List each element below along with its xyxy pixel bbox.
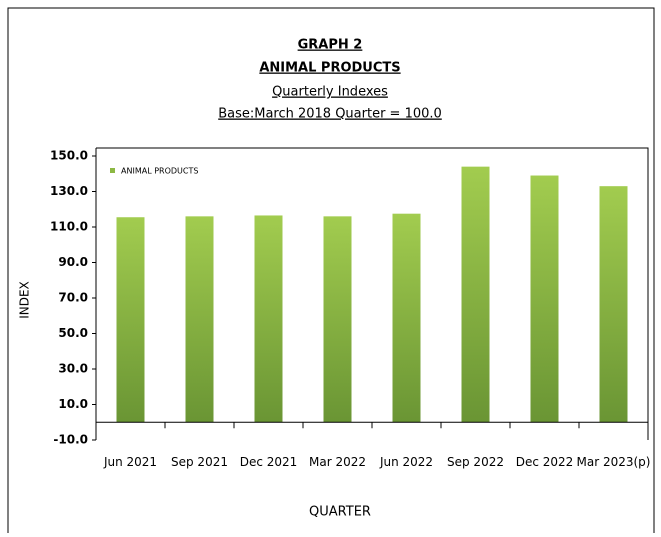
x-tick-label-box: Sep 2022 — [447, 455, 504, 469]
y-tick-label: 50.0 — [58, 326, 88, 340]
bar — [323, 216, 352, 423]
y-axis-label: INDEX — [18, 281, 32, 319]
x-tick-label: Mar 2022 — [309, 455, 366, 469]
plot-border — [96, 147, 649, 440]
chart-subtitle: Quarterly Indexes — [272, 85, 388, 100]
x-tick-label: Mar 2023(p) — [576, 455, 651, 469]
y-tick-label: 150.0 — [50, 149, 88, 163]
y-tick-label: 130.0 — [50, 184, 88, 198]
x-tick-label-box: Jun 2021 — [103, 455, 158, 469]
legend-label: ANIMAL PRODUCTS — [121, 167, 198, 176]
x-tick-label-box: Dec 2022 — [515, 455, 574, 469]
x-tick-label: Dec 2022 — [515, 455, 574, 469]
bar — [599, 186, 628, 423]
y-tick-label: 70.0 — [58, 291, 88, 305]
chart-subtitle: ANIMAL PRODUCTS — [259, 61, 400, 76]
y-tick-label: 30.0 — [58, 362, 88, 376]
x-tick-label-box: Mar 2022 — [309, 455, 366, 469]
x-tick-label: Dec 2021 — [239, 455, 298, 469]
chart-title: GRAPH 2 — [298, 38, 363, 53]
x-tick-label-box: Mar 2023(p) — [576, 455, 651, 469]
x-tick-label: Jun 2022 — [379, 455, 434, 469]
y-tick-label: 10.0 — [58, 397, 88, 411]
bar — [185, 216, 214, 423]
x-tick-label-box: Sep 2021 — [171, 455, 228, 469]
chart-subtitle: Base:March 2018 Quarter = 100.0 — [218, 107, 442, 122]
x-tick-label: Sep 2021 — [171, 455, 228, 469]
bar — [254, 215, 283, 423]
x-tick-label: Jun 2021 — [103, 455, 158, 469]
x-tick-label-box: Dec 2021 — [239, 455, 298, 469]
x-axis-label: QUARTER — [309, 505, 371, 520]
y-tick-label: 110.0 — [50, 220, 88, 234]
bar — [461, 166, 490, 423]
x-tick-label: Sep 2022 — [447, 455, 504, 469]
bar — [116, 217, 145, 423]
bar — [392, 213, 421, 423]
y-tick-label: 90.0 — [58, 255, 88, 269]
bar — [530, 175, 559, 423]
legend-swatch — [110, 168, 115, 173]
y-tick-label: -10.0 — [53, 433, 88, 447]
x-tick-label-box: Jun 2022 — [379, 455, 434, 469]
